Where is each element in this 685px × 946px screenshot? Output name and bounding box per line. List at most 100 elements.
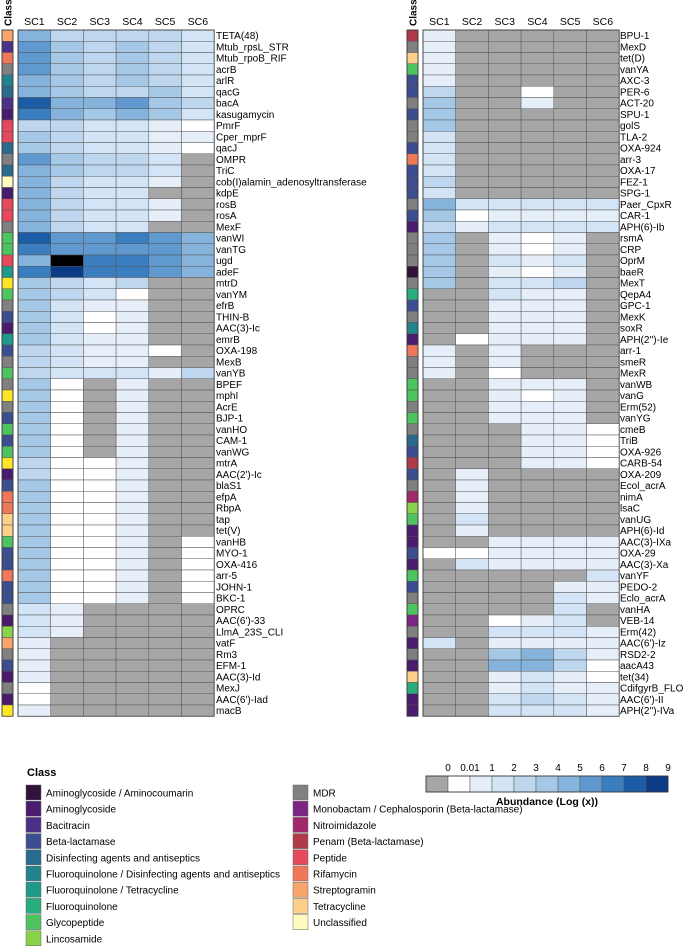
heat-cell (115, 491, 150, 503)
heat-cell (553, 558, 587, 571)
heat-cell (148, 119, 182, 132)
heat-cell (148, 434, 182, 447)
row-label: AAC(6')-II (620, 695, 664, 706)
class-cell (406, 704, 419, 717)
class-cell (406, 277, 419, 289)
heat-cell (50, 288, 84, 301)
heat-cell (115, 356, 150, 368)
row-label: cmeB (620, 425, 646, 436)
heat-cell (181, 389, 215, 402)
heat-cell (422, 513, 456, 526)
heat-cell (488, 243, 522, 256)
heat-cell (181, 119, 215, 132)
heat-cell (520, 164, 555, 177)
heat-cell (181, 671, 215, 683)
row-label: OPRC (216, 605, 245, 616)
heat-cell (83, 311, 117, 323)
class-cell (406, 502, 419, 514)
heat-cell (488, 513, 522, 526)
class-cell (406, 401, 419, 413)
heat-cell (422, 682, 456, 694)
heat-cell (50, 367, 84, 379)
row-label: arr-1 (620, 346, 642, 357)
heat-cell (115, 266, 150, 278)
heat-cell (520, 704, 555, 717)
row-label: AAC(6')-33 (216, 616, 266, 627)
heat-cell (17, 198, 51, 211)
heat-cell (148, 63, 182, 76)
heat-cell (50, 198, 84, 211)
heat-cell (455, 232, 489, 244)
heat-cell (50, 491, 84, 503)
heat-cell (83, 356, 117, 368)
heat-cell (17, 142, 51, 154)
row-label: vanWB (620, 380, 653, 391)
heat-cell (422, 659, 456, 672)
heat-cell (455, 389, 489, 402)
heat-cell (115, 277, 150, 289)
heat-cell (50, 682, 84, 694)
heat-cell (50, 626, 84, 638)
heat-cell (50, 344, 84, 357)
heat-cell (17, 547, 51, 559)
heat-cell (488, 311, 522, 323)
row-label: AAC(2')-Ic (216, 470, 262, 481)
heat-cell (181, 277, 215, 289)
heat-cell (520, 693, 555, 706)
heat-cell (181, 333, 215, 346)
heat-cell (50, 648, 84, 661)
heat-cell (422, 176, 456, 188)
heat-cell (181, 626, 215, 638)
class-cell (1, 491, 14, 503)
row-label: THIN-B (216, 312, 250, 323)
heat-cell (115, 41, 150, 53)
heat-cell (488, 491, 522, 503)
class-cell (406, 581, 419, 593)
heat-cell (50, 524, 84, 537)
heat-cell (181, 502, 215, 514)
heat-cell (148, 704, 182, 717)
heat-cell (553, 299, 587, 312)
class-column-header: Class (409, 0, 420, 26)
heat-cell (586, 288, 620, 301)
heat-cell (148, 547, 182, 559)
heat-cell (115, 547, 150, 559)
heat-cell (148, 479, 182, 492)
heat-cell (455, 479, 489, 492)
heat-cell (455, 704, 489, 717)
heat-cell (83, 401, 117, 413)
class-cell (406, 131, 419, 143)
heat-cell (17, 277, 51, 289)
heat-cell (17, 97, 51, 109)
class-cell (406, 187, 419, 199)
heat-cell (520, 367, 555, 379)
heat-cell (422, 648, 456, 661)
row-label: aacA43 (620, 661, 654, 672)
heat-cell (181, 52, 215, 64)
class-cell (1, 626, 14, 638)
column-header-sc1: SC1 (429, 16, 450, 28)
heat-cell (17, 153, 51, 166)
heat-cell (586, 74, 620, 87)
class-cell (1, 581, 14, 593)
heat-cell (422, 198, 456, 211)
heat-cell (553, 198, 587, 211)
heat-cell (455, 153, 489, 166)
heat-cell (455, 626, 489, 638)
heat-cell (181, 603, 215, 616)
heat-cell (17, 299, 51, 312)
heat-cell (50, 446, 84, 458)
heat-cell (148, 131, 182, 143)
heat-cell (455, 221, 489, 233)
heat-cell (520, 423, 555, 436)
class-legend-swatch (292, 898, 309, 914)
heat-cell (455, 86, 489, 98)
heat-cell (50, 187, 84, 199)
heat-cell (553, 221, 587, 233)
heat-cell (553, 389, 587, 402)
abundance-legend-swatch (425, 775, 449, 793)
heat-cell (50, 119, 84, 132)
class-strip-border (406, 29, 419, 717)
heat-cell (148, 659, 182, 672)
